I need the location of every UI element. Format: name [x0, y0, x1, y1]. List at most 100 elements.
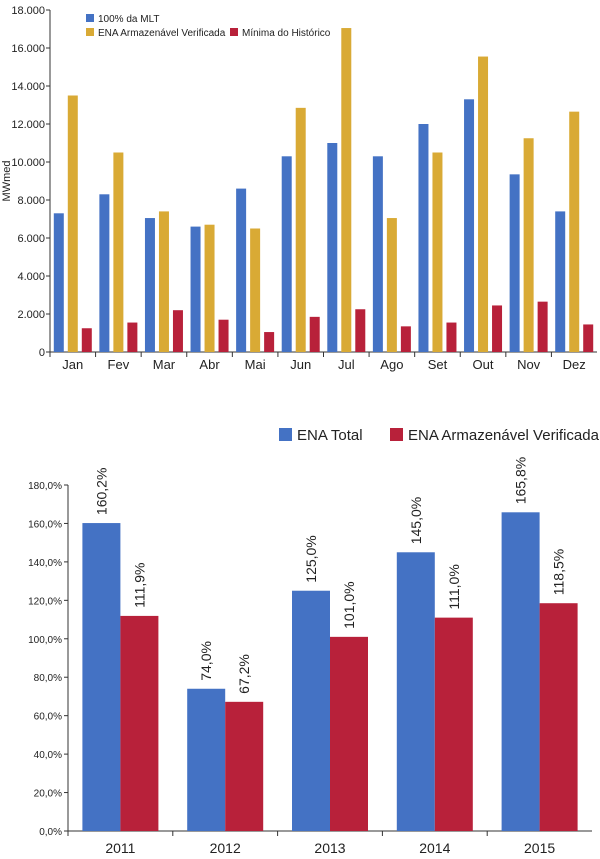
- y-tick-label: 0: [39, 347, 45, 359]
- x-tick-label: 2012: [210, 840, 241, 856]
- bar-100-da-mlt: [327, 143, 338, 352]
- legend-label: ENA Armazenável Verificada: [98, 28, 226, 39]
- y-tick-label: 80,0%: [34, 673, 62, 684]
- bar-m-nima-do-hist-rico: [127, 322, 138, 352]
- bar-ena-armazen-vel-verificada: [295, 107, 306, 352]
- bar-m-nima-do-hist-rico: [309, 316, 320, 352]
- bar-m-nima-do-hist-rico: [537, 301, 548, 352]
- bar-ena-armazen-vel-verificada: [158, 211, 169, 352]
- bar-ena-armazen-vel-verificada: [432, 152, 443, 352]
- legend-label: Mínima do Histórico: [242, 28, 331, 39]
- bar-ena-armazen-vel-verificada: [569, 111, 580, 353]
- bar-m-nima-do-hist-rico: [172, 310, 183, 352]
- y-tick-label: 2.000: [17, 309, 45, 321]
- y-tick-label: 14.000: [11, 81, 45, 93]
- x-tick-label: 2013: [314, 840, 345, 856]
- y-tick-label: 18.000: [11, 5, 45, 17]
- legend-swatch: [230, 28, 238, 36]
- bar-100-da-mlt: [236, 188, 247, 352]
- data-label-background: [552, 549, 569, 598]
- y-tick-label: 60,0%: [34, 712, 62, 723]
- y-tick-label: 160,0%: [28, 519, 62, 530]
- y-tick-label: 12.000: [11, 119, 45, 131]
- bar-ena-armazen-vel-verificada: [204, 224, 215, 352]
- bar-ena-armazen-vel-verificada: [120, 615, 159, 831]
- y-tick-label: 8.000: [17, 195, 45, 207]
- bar-ena-total: [396, 552, 435, 831]
- bar-ena-armazen-vel-verificada: [386, 218, 397, 352]
- data-label: 101,0%: [341, 581, 357, 628]
- x-tick-label: Jan: [62, 357, 83, 372]
- bar-ena-total: [82, 523, 121, 831]
- bar-100-da-mlt: [372, 156, 383, 352]
- bar-m-nima-do-hist-rico: [583, 324, 594, 352]
- bar-100-da-mlt: [190, 226, 201, 352]
- data-label-background: [409, 498, 426, 547]
- bar-m-nima-do-hist-rico: [355, 309, 366, 352]
- legend-swatch: [86, 14, 94, 22]
- y-tick-label: 10.000: [11, 157, 45, 169]
- bar-ena-armazen-vel-verificada: [330, 636, 368, 831]
- bar-ena-armazen-vel-verificada: [434, 617, 473, 831]
- bar-100-da-mlt: [464, 99, 475, 352]
- y-tick-label: 20,0%: [34, 789, 62, 800]
- y-tick-label: 6.000: [17, 233, 45, 245]
- x-tick-label: Abr: [199, 357, 220, 372]
- bar-ena-armazen-vel-verificada: [478, 56, 489, 353]
- data-label-background: [238, 647, 255, 696]
- data-label-background: [447, 563, 464, 612]
- y-tick-label: 16.000: [11, 43, 45, 55]
- bar-100-da-mlt: [281, 156, 292, 352]
- bar-ena-total: [501, 512, 540, 831]
- bar-ena-armazen-vel-verificada: [523, 138, 534, 352]
- bar-100-da-mlt: [418, 124, 429, 352]
- y-tick-label: 120,0%: [28, 596, 62, 607]
- monthly-ena-chart: 0 2.000 4.000 6.000 8.000 10.000 12.000 14.000 1…: [1, 5, 597, 372]
- bar-100-da-mlt: [144, 218, 155, 352]
- bar-ena-armazen-vel-verificada: [225, 701, 264, 831]
- legend-label: 100% da MLT: [98, 14, 160, 25]
- data-label: 145,0%: [408, 497, 424, 544]
- x-tick-label: Jun: [290, 357, 311, 372]
- x-tick-label: Set: [428, 357, 448, 372]
- bar-ena-armazen-vel-verificada: [341, 28, 352, 353]
- bar-100-da-mlt: [555, 211, 566, 352]
- x-tick-label: Ago: [380, 357, 403, 372]
- x-tick-label: Fev: [108, 357, 130, 372]
- bar-ena-armazen-vel-verificada: [539, 603, 578, 831]
- data-label: 165,8%: [513, 457, 529, 504]
- data-label-background: [343, 582, 359, 631]
- data-label-background: [200, 634, 217, 683]
- data-label: 111,0%: [446, 564, 462, 609]
- bar-ena-armazen-vel-verificada: [67, 95, 78, 352]
- x-tick-label: Nov: [517, 357, 541, 372]
- x-tick-label: Jul: [338, 357, 355, 372]
- legend-label: ENA Armazenável Verificada: [408, 427, 600, 444]
- data-label: 125,0%: [303, 535, 319, 582]
- x-tick-label: 2011: [105, 840, 135, 856]
- y-tick-label: 100,0%: [28, 635, 62, 646]
- bar-ena-armazen-vel-verificada: [113, 152, 124, 352]
- data-label-background: [133, 561, 150, 610]
- legend-swatch: [390, 428, 403, 441]
- bar-ena-armazen-vel-verificada: [250, 228, 261, 352]
- data-label: 67,2%: [236, 654, 252, 694]
- bar-100-da-mlt: [99, 194, 110, 352]
- data-label-background: [95, 469, 112, 518]
- legend-label: ENA Total: [297, 427, 363, 444]
- x-tick-label: Mai: [245, 357, 266, 372]
- bar-100-da-mlt: [53, 213, 64, 352]
- bar-ena-total: [187, 688, 226, 831]
- bar-m-nima-do-hist-rico: [81, 328, 92, 352]
- data-label: 118,5%: [551, 549, 567, 595]
- legend-swatch: [86, 28, 94, 36]
- bar-m-nima-do-hist-rico: [264, 332, 275, 352]
- y-axis-title: MWmed: [1, 161, 13, 202]
- bar-m-nima-do-hist-rico: [492, 305, 503, 352]
- data-label: 160,2%: [93, 468, 109, 515]
- data-label-background: [305, 536, 321, 585]
- y-tick-label: 140,0%: [28, 558, 62, 569]
- y-tick-label: 4.000: [17, 271, 45, 283]
- y-tick-label: 0,0%: [39, 827, 62, 838]
